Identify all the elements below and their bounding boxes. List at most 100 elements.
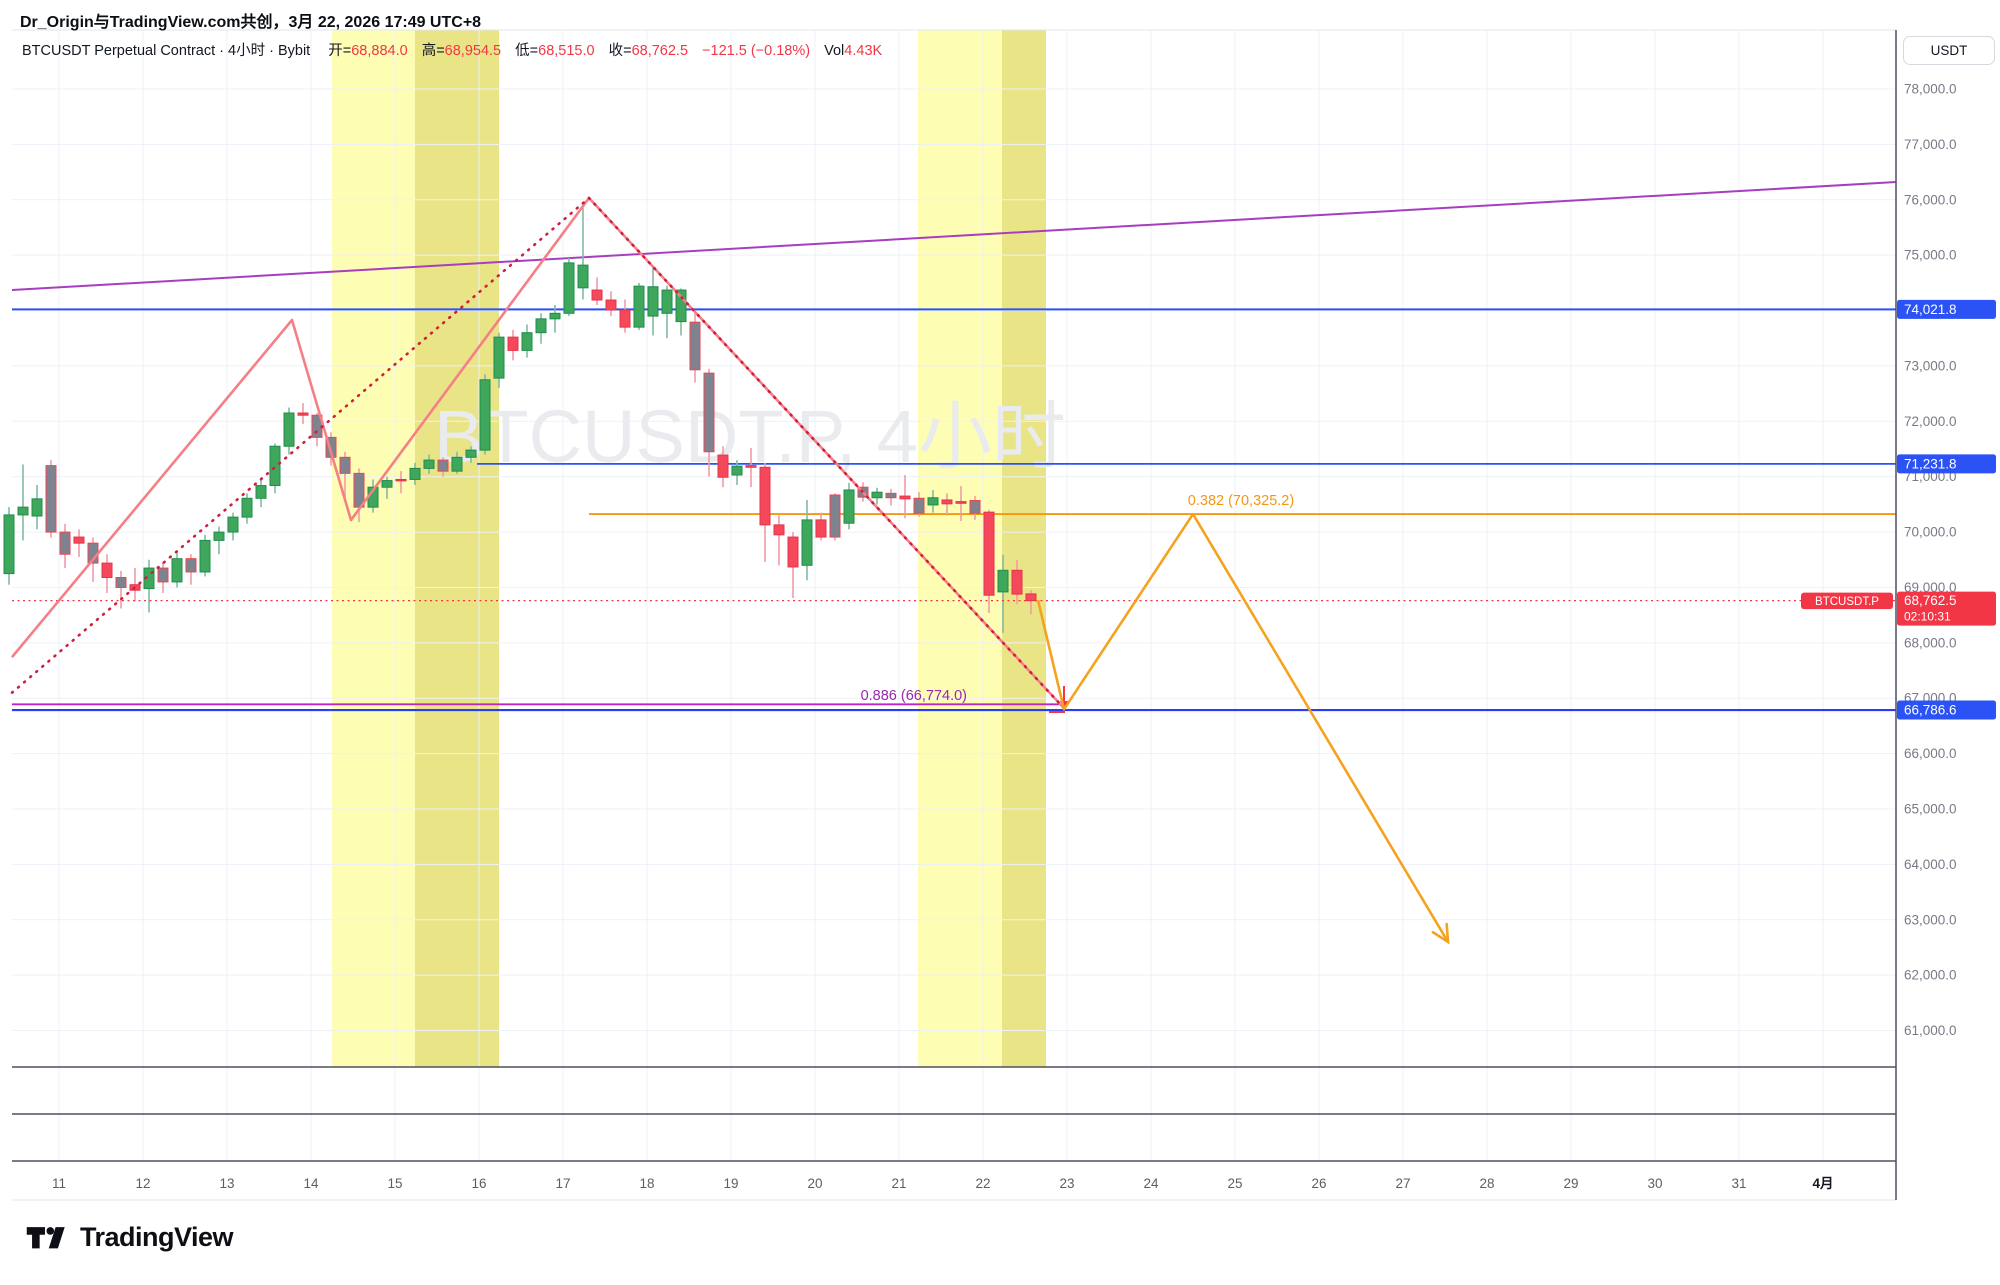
candle-body (353, 472, 365, 508)
candle-body (59, 531, 71, 555)
candle-body (325, 436, 337, 458)
candle-body (773, 524, 785, 536)
trend-line-purple[interactable] (11, 181, 1897, 292)
candle-body (675, 289, 687, 323)
date-axis-label: 19 (723, 1176, 738, 1191)
candle-body (143, 567, 155, 590)
symbol-title[interactable]: BTCUSDT Perpetual Contract · 4小时 · Bybit (22, 43, 311, 59)
projection-path[interactable] (1036, 512, 1450, 945)
candle-body (3, 514, 15, 575)
close-label: 收= (608, 43, 632, 59)
chart-legend: BTCUSDT Perpetual Contract · 4小时 · Bybit… (22, 39, 882, 60)
date-axis-label: 27 (1395, 1176, 1410, 1191)
price-axis-label: 66,000.0 (1904, 746, 1957, 761)
date-axis-label: 26 (1311, 1176, 1326, 1191)
date-axis-label: 16 (471, 1176, 486, 1191)
date-axis-label: 24 (1143, 1176, 1159, 1191)
change-value: −121.5 (−0.18%) (702, 43, 811, 59)
candle-body (73, 536, 85, 544)
tradingview-logo[interactable]: TradingView (26, 1220, 234, 1254)
trend-dotted-line[interactable] (10, 196, 591, 694)
candle-body (983, 511, 995, 596)
candle-body (689, 321, 701, 371)
candle-body (899, 495, 911, 500)
candle-body (493, 336, 505, 379)
grid-lines (12, 30, 1896, 1161)
price-badge-bg (1897, 700, 1996, 720)
price-badge-bg (1897, 454, 1996, 474)
price-axis-label: 63,000.0 (1904, 912, 1957, 927)
price-axis-label: 78,000.0 (1904, 82, 1957, 97)
candle-body (409, 467, 421, 480)
price-badge: 66,786.6 (1897, 700, 1996, 720)
candle-body (913, 497, 925, 514)
tradingview-logo-icon (26, 1227, 65, 1249)
price-badge-text: 74,021.8 (1904, 302, 1957, 317)
date-axis-label: 25 (1227, 1176, 1242, 1191)
candle-body (745, 465, 757, 468)
candle-body (661, 289, 673, 314)
fib-label: 0.382 (70,325.2) (1188, 493, 1294, 509)
date-axis-label: 12 (135, 1176, 150, 1191)
trend-line[interactable] (11, 181, 1897, 292)
zigzag-dotted[interactable] (10, 196, 1066, 710)
candle-body (591, 289, 603, 301)
candle-body (507, 336, 519, 351)
date-axis[interactable]: 11 12 13 14 15 16 17 18 19 20 21 22 23 24 25 26 27 28 29 30… (52, 1176, 1834, 1191)
candle-body (703, 372, 715, 453)
fib-label: 0.886 (66,774.0) (861, 688, 967, 704)
candle-body (465, 449, 477, 458)
candle-body (717, 454, 729, 478)
price-axis[interactable]: 78,000.077,000.076,000.075,000.074,000.0… (1904, 82, 1957, 1039)
price-axis-label: 69,000.0 (1904, 580, 1957, 595)
last-price-badge: 68,762.5 02:10:31 BTCUSDT.P (1801, 591, 1996, 626)
candle-body (1011, 569, 1023, 595)
close-value: 68,762.5 (631, 43, 689, 59)
last-price-badge-bg (1897, 591, 1996, 626)
open-label: 开= (328, 43, 352, 59)
candle-body (395, 478, 407, 482)
price-badge-text: 71,231.8 (1904, 456, 1957, 471)
candle-body (549, 312, 561, 320)
projection-zigzag[interactable] (1036, 512, 1450, 943)
candle-body (185, 558, 197, 573)
candle-body (171, 558, 183, 583)
candle-body (17, 506, 29, 516)
candle-body (927, 497, 939, 506)
candle-body (479, 379, 491, 451)
last-price-value: 68,762.5 (1904, 593, 1957, 608)
candle-body (437, 459, 449, 472)
date-axis-label: 11 (52, 1176, 66, 1191)
price-badge: 74,021.8 (1897, 299, 1996, 319)
candle-body (521, 332, 533, 351)
date-axis-label: 21 (891, 1176, 906, 1191)
price-axis-label: 70,000.0 (1904, 525, 1957, 540)
horizontal-levels[interactable] (12, 308, 1896, 712)
candle-body (31, 498, 43, 517)
date-axis-label: 30 (1647, 1176, 1662, 1191)
candle-body (45, 465, 57, 533)
candle-body (101, 562, 113, 578)
price-axis-label: 77,000.0 (1904, 137, 1957, 152)
candle-body (885, 492, 897, 499)
candle-body (997, 569, 1009, 593)
price-axis-label: 76,000.0 (1904, 192, 1957, 207)
date-axis-label: 13 (219, 1176, 234, 1191)
candle-body (787, 536, 799, 568)
highlight-band (332, 30, 415, 1067)
high-label: 高= (421, 43, 445, 59)
highlight-band (415, 30, 499, 1067)
open-value: 68,884.0 (351, 43, 408, 59)
candle-body (815, 519, 827, 538)
price-axis-label: 64,000.0 (1904, 857, 1957, 872)
price-axis-label: 73,000.0 (1904, 358, 1957, 373)
price-axis-label: 62,000.0 (1904, 968, 1957, 983)
candle-body (969, 500, 981, 514)
candle-body (255, 485, 267, 499)
currency-toggle-button[interactable]: USDT (1903, 36, 1995, 65)
low-value: 68,515.0 (538, 43, 595, 59)
candle-body (241, 497, 253, 518)
candle-body (577, 264, 589, 289)
price-badge: 71,231.8 (1897, 454, 1996, 474)
